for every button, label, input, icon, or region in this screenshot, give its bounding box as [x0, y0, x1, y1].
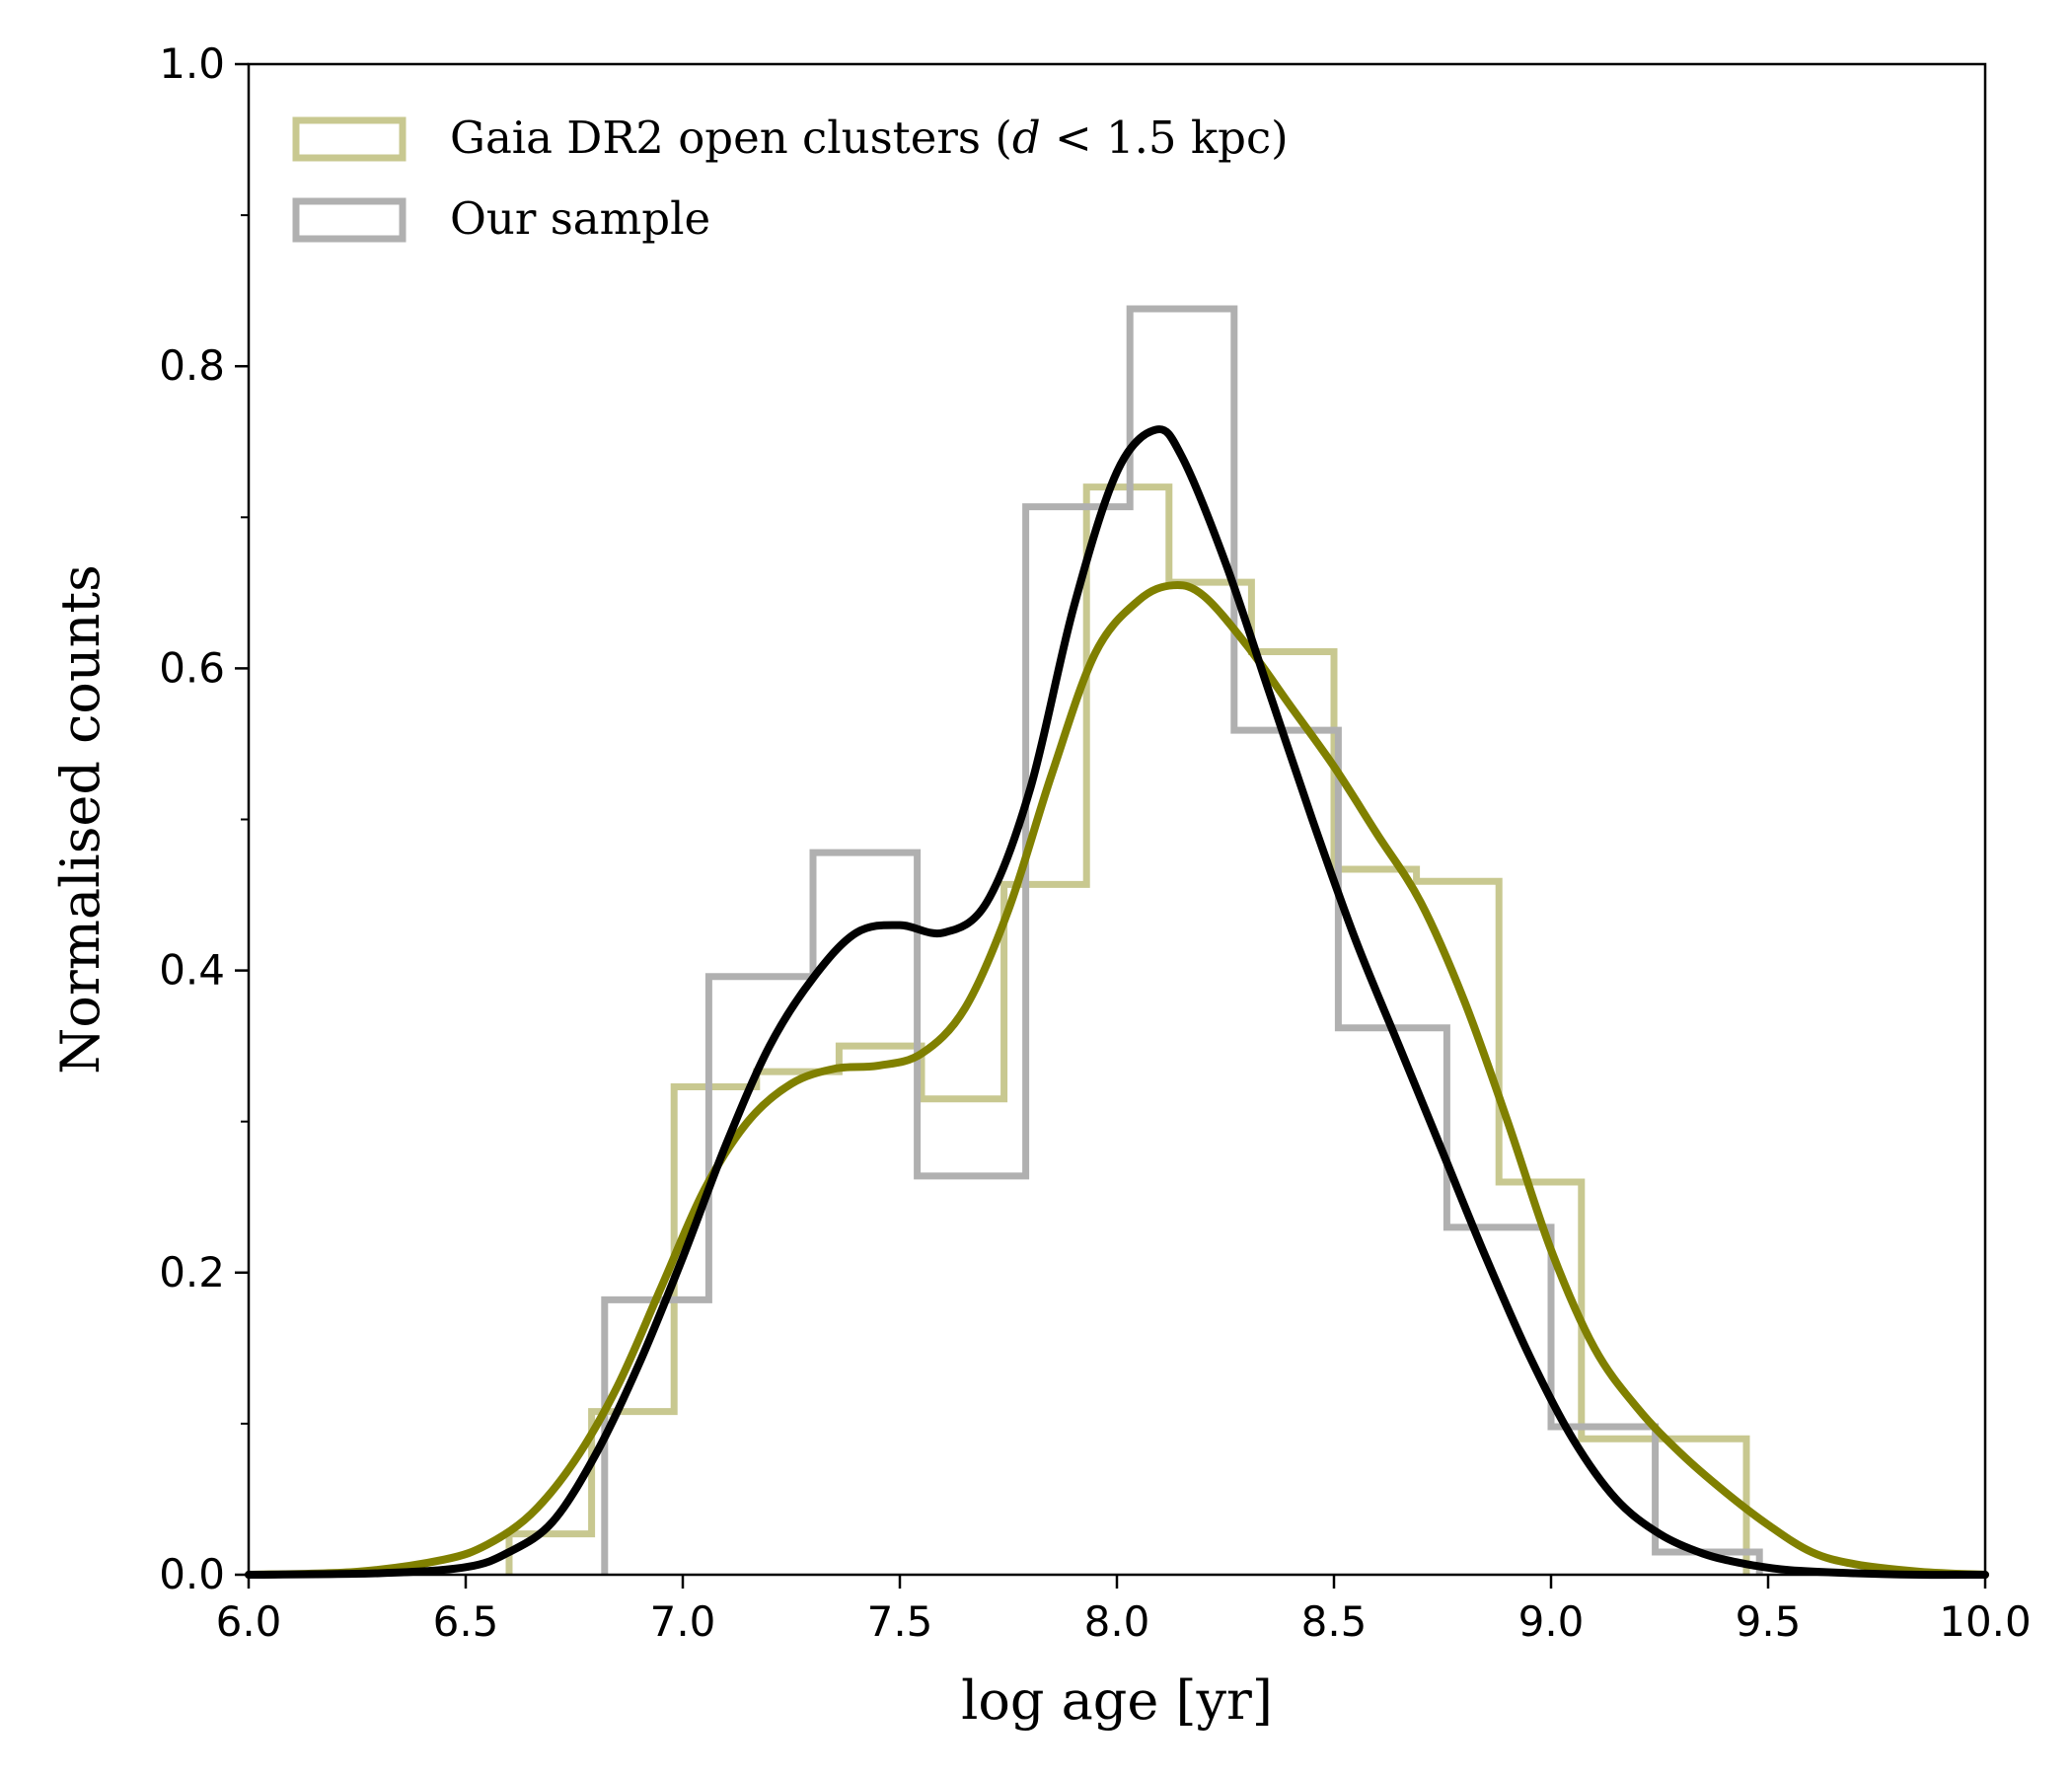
x-tick-label: 9.0 [1518, 1597, 1585, 1646]
x-tick-label: 8.0 [1084, 1597, 1150, 1646]
x-tick-label: 6.5 [433, 1597, 499, 1646]
x-tick-label: 10.0 [1939, 1597, 2032, 1646]
legend-swatch [292, 116, 407, 162]
legend-swatch [292, 197, 407, 243]
plot-frame [247, 62, 1987, 1577]
y-tick-label: 0.8 [159, 341, 225, 390]
x-tick-label: 7.0 [650, 1597, 716, 1646]
y-tick-label: 0.2 [159, 1248, 225, 1296]
x-tick-label: 9.5 [1736, 1597, 1802, 1646]
x-axis-ticks: 6.0 6.5 7.0 7.5 8.0 8.5 9.0 9.5 10.0 [216, 1575, 2032, 1646]
kde-curve-1 [245, 425, 1989, 1580]
x-tick-label: 8.5 [1301, 1597, 1368, 1646]
y-tick-label: 0.4 [159, 946, 225, 995]
y-axis-ticks: 0.0 0.2 0.4 0.6 0.8 1.0 [159, 39, 249, 1598]
kde-curve-0 [245, 581, 1989, 1579]
x-tick-label: 7.5 [867, 1597, 933, 1646]
y-tick-label: 0.6 [159, 643, 225, 692]
y-tick-label: 1.0 [159, 39, 225, 88]
histogram-layer [505, 305, 1763, 1575]
legend: Gaia DR2 open clusters (d < 1.5 kpc) Our … [292, 111, 1289, 245]
kde-curve-layer [245, 425, 1989, 1580]
legend-label: Our sample [450, 192, 710, 245]
x-tick-label: 6.0 [216, 1597, 282, 1646]
y-axis-title: Normalised counts [49, 564, 111, 1074]
histogram-1 [601, 305, 1763, 1575]
x-axis-title: log age [yr] [961, 1669, 1273, 1732]
legend-label: Gaia DR2 open clusters (d < 1.5 kpc) [450, 111, 1289, 164]
y-tick-label: 0.0 [159, 1550, 225, 1598]
histogram-0 [505, 483, 1750, 1575]
